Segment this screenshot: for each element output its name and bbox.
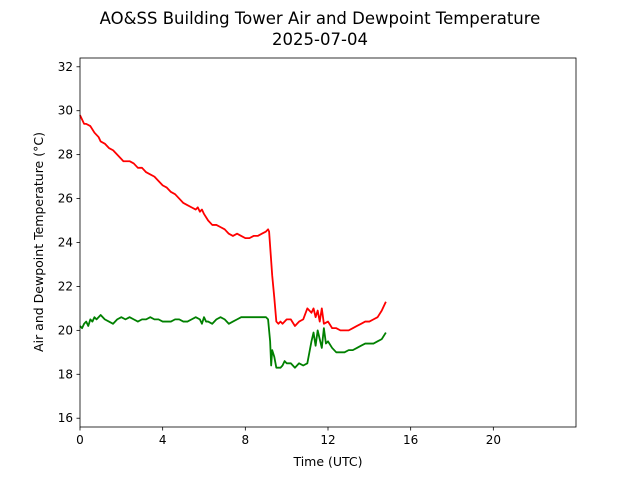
- x-tick-label: 4: [159, 433, 167, 447]
- y-tick-label: 30: [58, 104, 73, 118]
- y-tick-label: 28: [58, 148, 73, 162]
- y-tick-label: 18: [58, 367, 73, 381]
- ticks-layer: 0 4 8 12 16 20 16 18 20 22 24 26 28 30 32: [58, 60, 501, 447]
- x-tick-label: 12: [320, 433, 335, 447]
- series-layer: [79, 114, 387, 369]
- x-tick-label: 8: [242, 433, 250, 447]
- x-axis-label: Time (UTC): [292, 454, 362, 469]
- x-tick-label: 16: [403, 433, 418, 447]
- x-tick-label: 20: [486, 433, 501, 447]
- chart-title: AO&SS Building Tower Air and Dewpoint Te…: [100, 9, 541, 28]
- plot-frame: [79, 57, 577, 428]
- series-line-1: [79, 314, 387, 369]
- y-tick-label: 16: [58, 411, 73, 425]
- y-tick-label: 22: [58, 279, 73, 293]
- y-tick-label: 24: [58, 236, 73, 250]
- y-tick-label: 20: [58, 323, 73, 337]
- y-tick-label: 32: [58, 60, 73, 74]
- y-tick-label: 26: [58, 192, 73, 206]
- y-axis-label: Air and Dewpoint Temperature (°C): [31, 132, 46, 352]
- series-line-0: [79, 114, 387, 332]
- x-tick-label: 0: [76, 433, 84, 447]
- chart-subtitle: 2025-07-04: [272, 30, 368, 49]
